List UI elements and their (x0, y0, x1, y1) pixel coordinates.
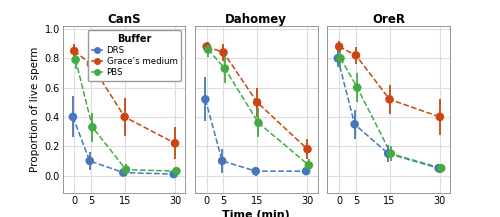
Point (70, 49, 78, 53)
Point (86, 159, 94, 163)
Point (352, 54, 360, 57)
Point (336, 57, 344, 60)
Point (253, 100, 261, 104)
Point (122, 168, 130, 171)
Title: Dahomey: Dahomey (226, 13, 287, 26)
Point (350, 123, 358, 126)
Point (334, 57, 342, 60)
Point (438, 166, 446, 170)
Title: CanS: CanS (107, 13, 140, 26)
Point (172, 169, 180, 173)
Point (304, 147, 312, 151)
Point (305, 164, 313, 167)
Point (254, 121, 262, 125)
Point (386, 98, 394, 101)
X-axis label: Time (min): Time (min) (222, 210, 290, 217)
Title: OreR: OreR (372, 13, 405, 26)
Point (434, 166, 442, 170)
Point (120, 115, 128, 119)
Point (202, 98, 209, 101)
Point (221, 67, 229, 70)
Point (252, 169, 260, 173)
Point (170, 172, 177, 176)
Point (69, 115, 77, 119)
Point (72, 58, 80, 61)
Point (202, 45, 210, 48)
Point (302, 169, 310, 173)
Y-axis label: Proportion of live sperm: Proportion of live sperm (30, 47, 40, 172)
Point (335, 45, 343, 48)
Point (88, 125, 96, 129)
Point (204, 48, 212, 51)
Point (220, 51, 228, 54)
Point (171, 141, 179, 145)
Point (87, 62, 95, 66)
Point (387, 152, 395, 155)
Point (384, 152, 392, 155)
Point (436, 115, 444, 119)
Point (354, 86, 362, 89)
Legend: DRS, Grace's medium, PBS: DRS, Grace's medium, PBS (88, 30, 181, 81)
Point (120, 171, 128, 174)
Point (218, 159, 226, 163)
